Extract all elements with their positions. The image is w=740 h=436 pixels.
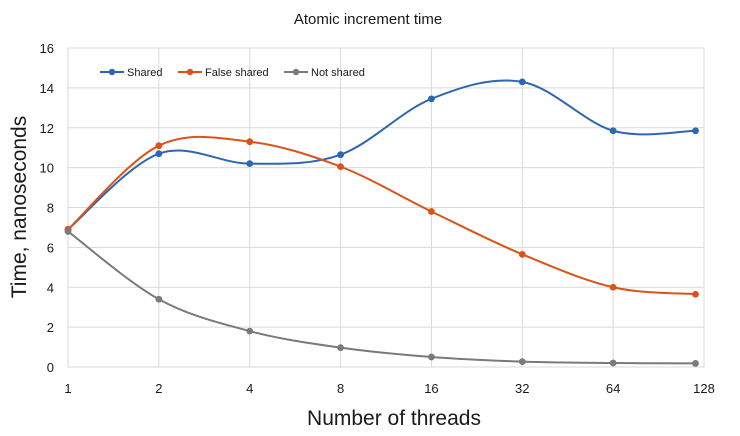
- data-point-false-shared: [337, 163, 344, 170]
- x-tick-label: 4: [246, 381, 253, 396]
- x-tick-label: 1: [64, 381, 71, 396]
- data-point-not-shared: [337, 344, 344, 351]
- data-point-not-shared: [246, 328, 253, 335]
- data-point-false-shared: [519, 251, 526, 258]
- data-point-false-shared: [246, 138, 253, 145]
- data-point-not-shared: [610, 360, 617, 367]
- legend-swatch-marker: [293, 69, 299, 75]
- series-shared: [65, 78, 699, 232]
- data-point-false-shared: [692, 291, 699, 298]
- y-axis-label: Time, nanoseconds: [8, 116, 31, 299]
- data-point-shared: [337, 151, 344, 158]
- series-line-false-shared: [68, 137, 696, 294]
- legend-label: Not shared: [311, 67, 365, 79]
- x-tick-label: 2: [155, 381, 162, 396]
- data-point-not-shared: [428, 354, 435, 361]
- data-point-not-shared: [65, 228, 72, 235]
- series-layer: [65, 78, 699, 366]
- series-not-shared: [65, 228, 699, 367]
- data-point-shared: [246, 160, 253, 167]
- x-tick-label: 32: [515, 381, 529, 396]
- y-tick-label: 2: [47, 320, 54, 335]
- data-point-false-shared: [155, 142, 162, 149]
- data-point-shared: [155, 150, 162, 157]
- x-tick-label: 8: [337, 381, 344, 396]
- data-point-shared: [428, 95, 435, 102]
- x-axis-label: Number of threads: [307, 407, 481, 430]
- legend-swatch-marker: [187, 69, 193, 75]
- y-tick-label: 16: [40, 41, 54, 56]
- y-tick-label: 10: [40, 161, 54, 176]
- grid: [68, 48, 704, 367]
- x-tick-label: 128: [693, 381, 715, 396]
- y-tick-label: 8: [47, 201, 54, 216]
- data-point-not-shared: [519, 358, 526, 365]
- chart-title: Atomic increment time: [294, 11, 442, 28]
- y-tick-label: 14: [40, 81, 54, 96]
- y-tick-label: 12: [40, 121, 54, 136]
- legend-item-false-shared: False shared: [178, 67, 269, 79]
- data-point-not-shared: [155, 296, 162, 303]
- legend-item-shared: Shared: [100, 67, 162, 79]
- y-tick-label: 4: [47, 280, 54, 295]
- x-tick-label: 16: [424, 381, 438, 396]
- legend-swatch-marker: [109, 69, 115, 75]
- data-point-shared: [519, 78, 526, 85]
- y-tick-label: 6: [47, 240, 54, 255]
- legend-label: False shared: [205, 67, 269, 79]
- data-point-not-shared: [692, 360, 699, 367]
- y-tick-label: 0: [47, 360, 54, 375]
- data-point-shared: [692, 127, 699, 134]
- data-point-false-shared: [428, 208, 435, 215]
- series-false-shared: [65, 137, 699, 298]
- x-tick-label: 64: [606, 381, 620, 396]
- series-line-not-shared: [68, 231, 696, 363]
- legend-label: Shared: [127, 67, 162, 79]
- legend-item-not-shared: Not shared: [284, 67, 365, 79]
- data-point-false-shared: [610, 284, 617, 291]
- legend: Shared False shared Not shared: [100, 67, 365, 79]
- data-point-shared: [610, 127, 617, 134]
